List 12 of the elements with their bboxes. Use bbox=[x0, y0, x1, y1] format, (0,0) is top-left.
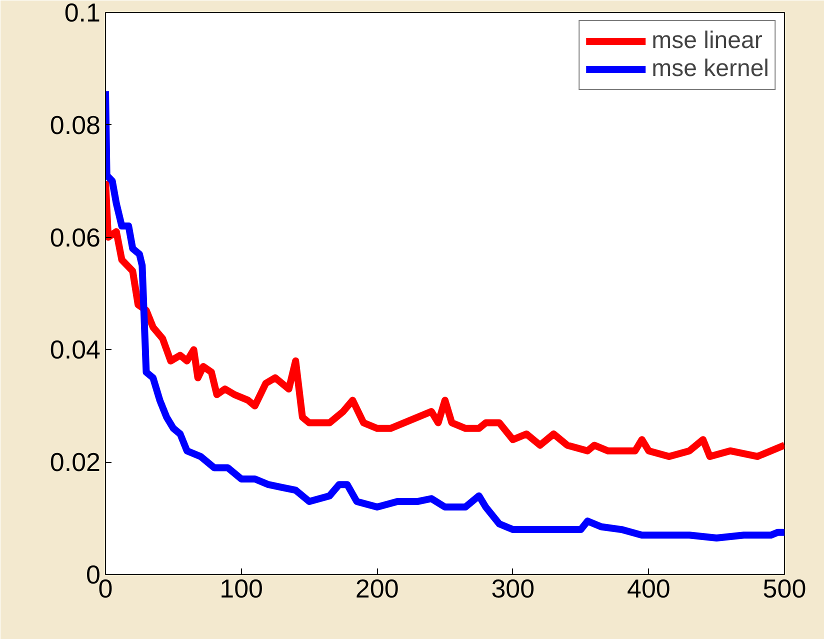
y-tick-label: 0.06 bbox=[50, 222, 101, 252]
x-tick-label: 300 bbox=[491, 574, 535, 604]
y-tick-label: 0.02 bbox=[50, 447, 101, 478]
y-tick-label: 0.08 bbox=[50, 110, 101, 140]
y-tick-label: 0.04 bbox=[50, 334, 101, 365]
y-tick-label: 0.1 bbox=[64, 0, 101, 28]
legend-label: mse linear bbox=[652, 27, 762, 55]
x-tick-label: 100 bbox=[220, 574, 263, 604]
x-tick-label: 200 bbox=[355, 574, 399, 604]
x-tick-label: 400 bbox=[627, 574, 670, 604]
x-tick-label: 500 bbox=[762, 574, 806, 604]
legend-label: mse kernel bbox=[652, 55, 769, 83]
